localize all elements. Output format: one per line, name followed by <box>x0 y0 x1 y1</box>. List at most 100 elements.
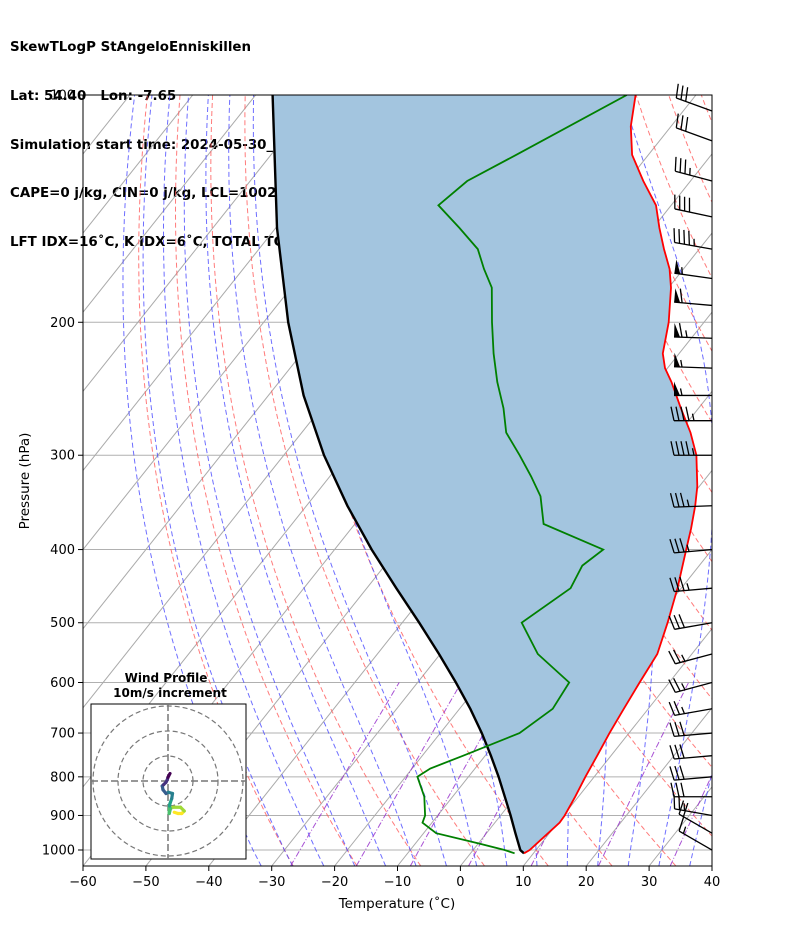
wind-barb-half-flag <box>680 359 683 368</box>
wind-barb-staff <box>674 336 713 339</box>
wind-barb-flag <box>674 577 680 592</box>
isotherm <box>83 95 257 313</box>
wind-barb-flag <box>679 158 682 173</box>
wind-barbs <box>668 83 713 851</box>
x-tick-label: −20 <box>321 875 348 890</box>
wind-barb-flag <box>678 323 683 338</box>
wind-barb-staff <box>674 272 713 280</box>
location-line: Lat: 54.40 Lon: -7.65 <box>10 89 177 104</box>
wind-barb <box>669 492 713 508</box>
wind-barb-flag <box>682 802 689 817</box>
wind-barb-staff <box>676 97 713 112</box>
wind-barb-pennant <box>674 322 681 338</box>
wind-barb-half-flag <box>681 683 686 691</box>
wind-barb-pennant <box>674 288 681 303</box>
wind-barb-flag <box>680 115 684 130</box>
wind-barb-pennant <box>674 381 680 396</box>
isotherm <box>83 95 319 393</box>
axis-ticks: −60 −50 −40 −30 −20 −10 0 10 20 30 40 100 200 300 400 5… <box>42 89 720 891</box>
dry-adiabat <box>570 95 712 424</box>
moist-adiabat <box>142 95 294 866</box>
wind-barb-flag <box>680 85 684 100</box>
x-tick-label: −10 <box>384 875 411 890</box>
wind-barb-flag <box>668 679 676 693</box>
hodograph-segment <box>167 771 172 777</box>
wind-barb-flag <box>673 614 681 629</box>
wind-barb <box>669 721 713 738</box>
wind-barb-staff <box>674 301 713 307</box>
wind-barb-flag <box>680 441 685 456</box>
wind-profile-inset: Wind Profile 10m/s increment <box>90 671 247 860</box>
wind-barb-staff <box>674 505 713 508</box>
wind-barb-staff <box>674 622 713 630</box>
mixing-ratio-line <box>597 682 690 866</box>
wind-barb <box>673 228 713 250</box>
wind-barb-half-flag <box>686 583 690 591</box>
x-tick-label: −50 <box>132 875 159 890</box>
y-tick-label: 300 <box>50 449 75 464</box>
wind-barb-flag <box>669 493 675 508</box>
wind-barb-staff <box>674 755 713 760</box>
wind-barb <box>668 614 713 630</box>
moist-adiabat <box>163 95 325 866</box>
y-tick-label: 500 <box>50 616 75 631</box>
wind-barb-flag <box>669 577 675 592</box>
y-tick-label: 100 <box>50 89 75 104</box>
x-tick-label: −60 <box>69 875 96 890</box>
chart-title: SkewTLogP StAngeloEnniskillen <box>10 40 252 56</box>
x-tick-label: 40 <box>704 875 721 890</box>
wind-barb <box>674 352 713 369</box>
wind-barb <box>675 83 713 112</box>
wind-barb-flag <box>685 406 690 421</box>
wind-barb-flag <box>674 765 680 780</box>
wind-barb-flag <box>674 722 680 737</box>
wind-barb <box>675 113 713 142</box>
wind-barb-flag <box>678 614 686 628</box>
y-tick-label: 400 <box>50 543 75 558</box>
wind-barb <box>669 744 713 760</box>
moist-adiabat <box>721 95 794 866</box>
moist-adiabat <box>689 770 712 866</box>
x-axis-label: Temperature (˚C) <box>338 895 456 912</box>
wind-barb-half-flag <box>681 654 686 662</box>
isotherm <box>83 95 194 234</box>
wind-barb-staff <box>675 170 713 182</box>
y-tick-label: 800 <box>50 770 75 785</box>
wind-barb-half-flag <box>682 826 687 834</box>
wind-barb-flag <box>685 87 689 102</box>
wind-barb-staff <box>674 366 713 369</box>
wind-barb-half-flag <box>686 499 690 507</box>
wind-barb-flag <box>668 701 676 716</box>
wind-barb <box>674 259 713 280</box>
wind-barb-staff <box>674 208 713 218</box>
wind-barb-flag <box>673 228 676 243</box>
wind-barb-flag <box>670 782 675 797</box>
wind-barb-flag <box>684 159 687 174</box>
wind-barb-flag <box>688 230 690 246</box>
isotherm <box>711 865 712 866</box>
wind-barb-flag <box>668 615 676 630</box>
wind-barb-flag <box>669 722 675 737</box>
wind-barb <box>668 649 713 665</box>
parcel-profile-line <box>271 95 525 855</box>
wind-barb-flag <box>678 800 685 815</box>
wind-barb-flag <box>679 288 683 303</box>
wind-barb-flag <box>679 576 685 591</box>
wind-barb-flag <box>678 795 681 810</box>
dry-adiabat <box>210 95 422 866</box>
wind-barb-staff <box>674 776 713 781</box>
wind-barb <box>669 576 713 593</box>
dry-adiabat <box>734 95 794 866</box>
wind-barb <box>669 765 713 781</box>
x-tick-label: 20 <box>578 875 595 890</box>
wind-barb-flag <box>685 441 690 456</box>
y-tick-label: 1000 <box>42 844 75 859</box>
dry-adiabat <box>244 95 485 866</box>
y-tick-label: 200 <box>50 316 75 331</box>
mixing-ratio-line <box>669 773 712 866</box>
wind-barb-half-flag <box>681 267 683 275</box>
moist-adiabat <box>183 95 356 866</box>
wind-barb-flag <box>678 817 685 832</box>
wind-barb-half-flag <box>685 330 688 338</box>
wind-barb <box>673 794 713 817</box>
